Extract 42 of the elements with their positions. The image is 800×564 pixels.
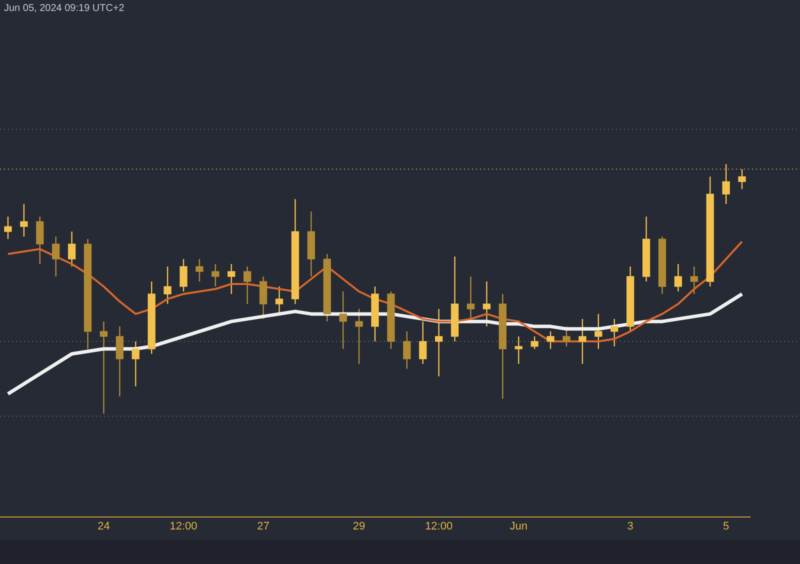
- text: Jun 05, 2024 09:19 UTC+2: [4, 3, 124, 14]
- candlestick: [228, 263, 236, 295]
- candlestick: [100, 320, 108, 414]
- candlestick: [164, 266, 172, 305]
- candlestick: [68, 230, 76, 268]
- candlestick: [259, 276, 268, 320]
- candlestick: [212, 263, 220, 288]
- candlestick: [20, 204, 28, 238]
- x-tick-label: 27: [257, 520, 270, 532]
- x-tick-label: 3: [627, 520, 634, 532]
- candlestick: [482, 280, 491, 328]
- candlestick: [738, 168, 746, 190]
- candlestick: [419, 320, 427, 364]
- candlestick: [546, 330, 554, 350]
- x-tick-label: 24: [98, 520, 110, 532]
- candlestick: [132, 340, 140, 387]
- candlestick: [275, 286, 284, 315]
- candlestick: [674, 263, 682, 292]
- candlestick: [244, 266, 252, 305]
- candlestick: [530, 336, 538, 350]
- x-tick-label: 5: [723, 520, 730, 532]
- candlestick: [514, 336, 522, 364]
- candlestick: [610, 318, 618, 348]
- candlestick: [36, 216, 44, 265]
- candlestick: [52, 236, 60, 278]
- candlestick: [339, 290, 347, 350]
- candlestick: [403, 330, 411, 370]
- candlestick: [690, 266, 698, 295]
- candlestick: [594, 313, 602, 350]
- candlestick: [435, 308, 443, 377]
- x-tick-label: 12:00: [425, 520, 453, 532]
- candlestick: [562, 326, 570, 348]
- x-tick-label: 12:00: [170, 520, 198, 532]
- candlestick: [180, 258, 188, 292]
- x-tick-label: Jun: [510, 520, 528, 532]
- candlestick: [578, 318, 586, 364]
- candlestick: [196, 258, 204, 282]
- candlestick: [722, 164, 730, 205]
- candlestick: [116, 326, 124, 397]
- candlestick: [355, 308, 363, 364]
- x-tick-label: 29: [352, 520, 366, 532]
- candlestick: [4, 216, 12, 240]
